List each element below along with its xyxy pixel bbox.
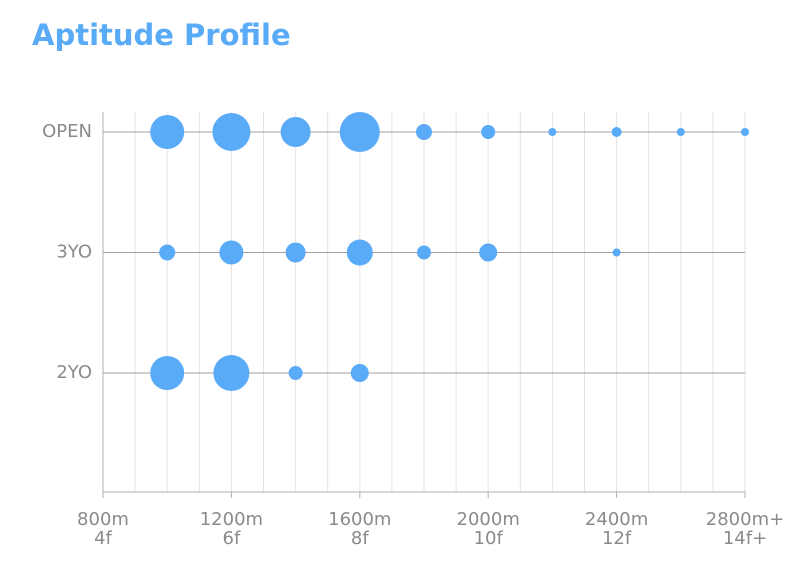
x-tick-label: 1600m — [328, 509, 391, 530]
bubble — [350, 364, 369, 382]
bubble — [339, 112, 380, 152]
x-tick-label: 2800m+ — [706, 509, 784, 530]
y-tick-label: 3YO — [56, 242, 92, 263]
x-tick-label: 2400m — [585, 509, 648, 530]
bubble — [212, 113, 251, 151]
bubble — [213, 355, 250, 391]
bubble — [676, 128, 685, 136]
x-tick-label: 2000m — [457, 509, 520, 530]
x-tick-sublabel: 14f+ — [723, 528, 767, 549]
bubble — [288, 366, 303, 380]
x-tick-sublabel: 4f — [94, 528, 112, 549]
bubble — [612, 248, 621, 257]
bubble — [479, 243, 498, 262]
bubble — [280, 117, 311, 147]
y-tick-label: OPEN — [42, 121, 92, 142]
bubble — [150, 356, 185, 390]
bubble — [150, 115, 185, 149]
x-tick-sublabel: 8f — [351, 528, 369, 549]
bubble — [219, 240, 244, 265]
bubble — [417, 245, 431, 260]
chart-title: Aptitude Profile — [32, 18, 291, 52]
x-tick-label: 1200m — [200, 509, 263, 530]
x-tick-sublabel: 12f — [602, 528, 632, 549]
bubble — [548, 128, 557, 136]
bubble — [159, 244, 176, 261]
bubble — [285, 242, 306, 263]
x-tick-sublabel: 10f — [474, 528, 504, 549]
bubble — [481, 125, 496, 139]
x-tick-label: 800m — [77, 509, 129, 530]
x-tick-sublabel: 6f — [223, 528, 241, 549]
bubble — [416, 124, 432, 140]
bubble — [611, 127, 622, 137]
y-tick-label: 2YO — [56, 362, 92, 383]
bubble — [741, 128, 749, 136]
bubble — [346, 239, 373, 266]
